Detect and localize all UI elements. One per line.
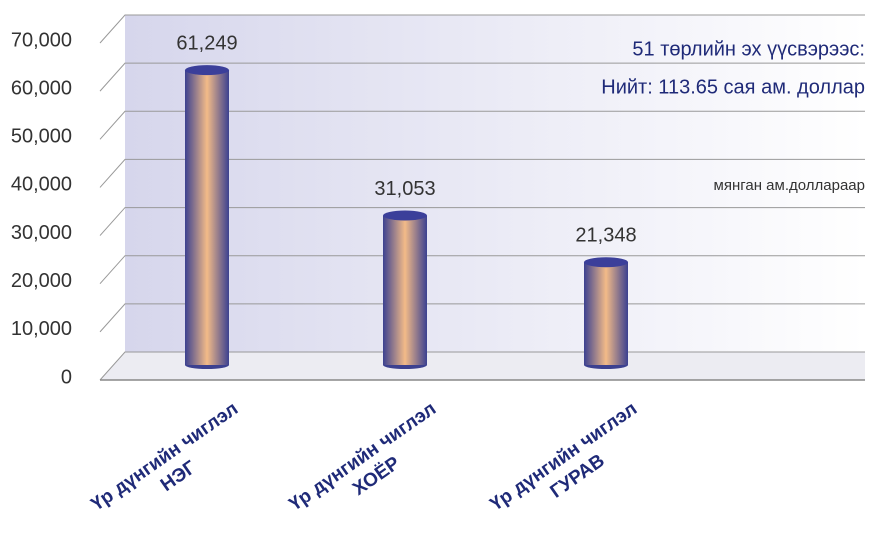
bar-body bbox=[185, 70, 229, 365]
bar-body bbox=[383, 215, 427, 365]
grid-line bbox=[99, 110, 865, 140]
bar bbox=[584, 257, 628, 369]
bar-top bbox=[584, 257, 628, 268]
grid-line bbox=[99, 14, 865, 44]
y-tick-label: 10,000 bbox=[11, 318, 72, 340]
value-label: 61,249 bbox=[176, 32, 237, 54]
y-tick-label: 60,000 bbox=[11, 77, 72, 99]
grid-line bbox=[99, 255, 865, 285]
y-tick-label: 40,000 bbox=[11, 174, 72, 196]
back-wall bbox=[125, 15, 865, 352]
y-tick-label: 30,000 bbox=[11, 222, 72, 244]
y-tick-label: 20,000 bbox=[11, 270, 72, 292]
annotation: 51 төрлийн эх үүсвэрээс: bbox=[632, 38, 865, 60]
grid-line bbox=[99, 62, 865, 92]
annotation: Нийт: 113.65 сая ам. доллар bbox=[601, 76, 865, 98]
y-tick-label: 0 bbox=[61, 366, 72, 388]
bar bbox=[383, 210, 427, 369]
value-label: 21,348 bbox=[575, 225, 636, 247]
bar-body bbox=[584, 262, 628, 365]
bar-top bbox=[185, 65, 229, 76]
y-tick-label: 70,000 bbox=[11, 29, 72, 51]
floor bbox=[100, 352, 865, 380]
unit-note: мянган ам.доллараар bbox=[714, 177, 865, 194]
value-label: 31,053 bbox=[374, 178, 435, 200]
bar-top bbox=[383, 210, 427, 221]
grid-line bbox=[99, 207, 865, 236]
y-tick-label: 50,000 bbox=[11, 126, 72, 148]
grid-line bbox=[99, 158, 865, 188]
bar bbox=[185, 65, 229, 369]
